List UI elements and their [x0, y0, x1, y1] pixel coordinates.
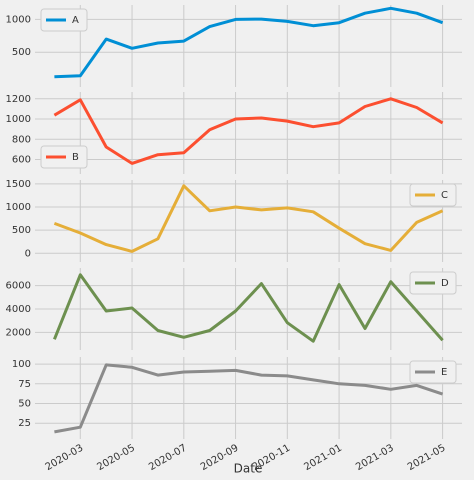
plot-area — [35, 5, 462, 87]
y-tick-label: 25 — [18, 418, 31, 429]
y-tick-label: 1500 — [6, 179, 31, 190]
line-series — [54, 6, 444, 79]
y-tick-label: 500 — [12, 47, 31, 58]
y-tick-label: 2000 — [6, 327, 31, 338]
y-tick-label: 800 — [12, 134, 31, 145]
y-tick-label: 600 — [12, 155, 31, 166]
x-axis-label: Date — [234, 462, 263, 476]
y-tick-label: 1200 — [6, 94, 31, 105]
y-tick-label: 1000 — [6, 14, 31, 25]
legend-label: B — [72, 152, 79, 163]
line-series — [53, 184, 444, 253]
plot-area — [35, 180, 462, 262]
y-tick-label: 6000 — [6, 281, 31, 292]
y-tick-label: 1000 — [6, 202, 31, 213]
legend-label: C — [441, 190, 448, 201]
y-tick-label: 4000 — [6, 304, 31, 315]
line-series — [53, 97, 444, 165]
line-series — [53, 273, 444, 343]
y-tick-label: 100 — [12, 359, 31, 370]
y-tick-label: 500 — [12, 225, 31, 236]
legend-label: A — [72, 15, 79, 26]
y-tick-label: 1000 — [6, 114, 31, 125]
legend-label: E — [441, 367, 447, 378]
line-series — [54, 363, 444, 434]
y-tick-label: 50 — [18, 399, 31, 410]
y-tick-label: 0 — [25, 248, 31, 259]
legend-label: D — [441, 278, 449, 289]
y-tick-label: 75 — [18, 379, 31, 390]
plot-area — [35, 357, 462, 439]
